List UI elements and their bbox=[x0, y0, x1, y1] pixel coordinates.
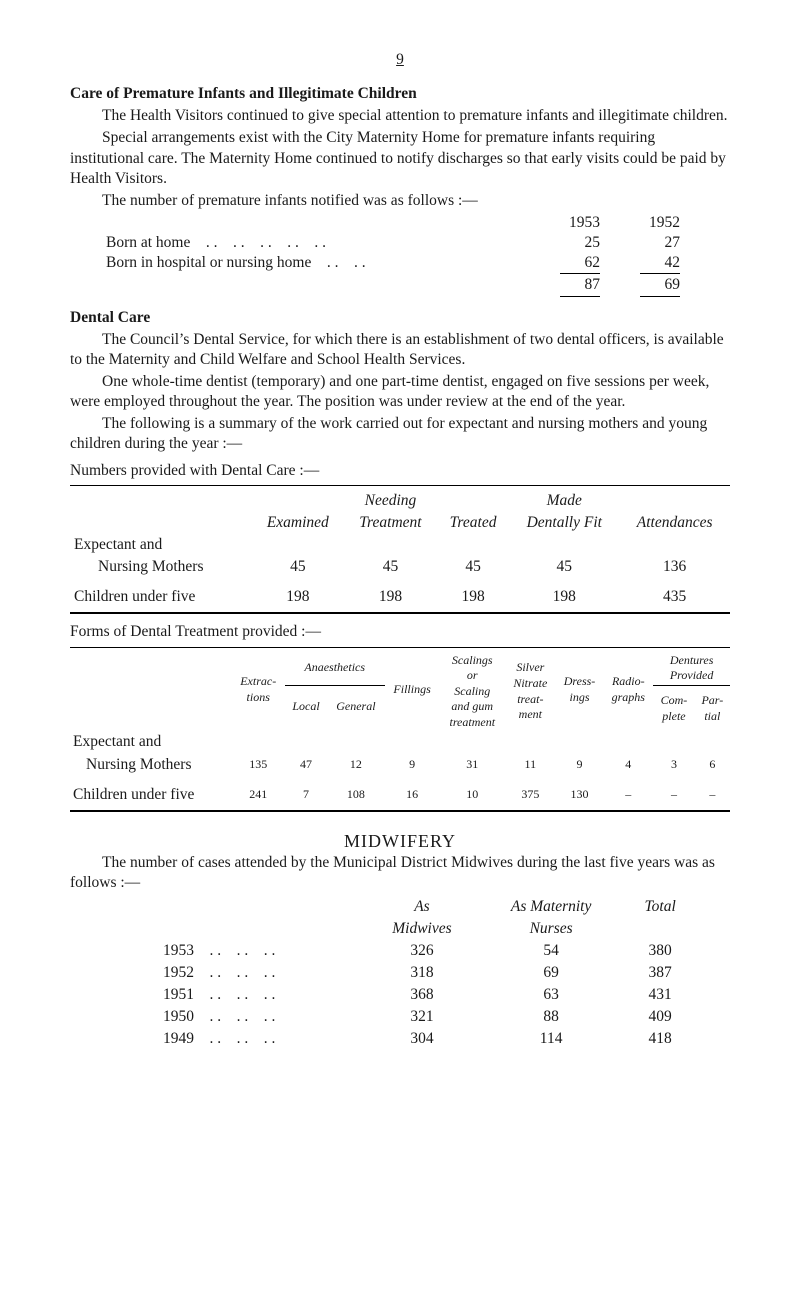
cell: 42 bbox=[640, 253, 680, 273]
section-2-heading: Dental Care bbox=[70, 308, 730, 328]
total-1953: 87 bbox=[560, 275, 600, 295]
dental-forms-table: Extrac-tions Anaesthetics Fillings Scali… bbox=[70, 652, 730, 806]
table-row: 1949 . . . . . . 304 114 418 bbox=[103, 1028, 697, 1050]
page-number: 9 bbox=[70, 50, 730, 70]
th-anaesthetics: Anaesthetics bbox=[285, 652, 385, 686]
th-fillings: Fillings bbox=[385, 652, 440, 729]
table-row: Nursing Mothers 135 47 12 9 31 11 9 4 3 … bbox=[70, 754, 730, 776]
section-1-p3: The number of premature infants notified… bbox=[70, 191, 730, 211]
th-partial: Par-tial bbox=[695, 685, 730, 731]
year-1952: 1952 bbox=[640, 213, 680, 233]
th-treated: Treated bbox=[437, 512, 509, 534]
total-1952: 69 bbox=[640, 275, 680, 295]
th-complete: Com-plete bbox=[653, 685, 694, 731]
table-row: Nursing Mothers 45 45 45 45 136 bbox=[70, 556, 730, 578]
th-local: Local bbox=[285, 685, 327, 728]
table-row: 1951 . . . . . . 368 63 431 bbox=[103, 984, 697, 1006]
midwifery-p1: The number of cases attended by the Muni… bbox=[70, 853, 730, 893]
section-2-p3: The following is a summary of the work c… bbox=[70, 414, 730, 454]
cell: 62 bbox=[560, 253, 600, 273]
th-examined: Examined bbox=[252, 512, 344, 534]
th-attendances: Attendances bbox=[619, 512, 730, 534]
th-radiographs: Radio-graphs bbox=[603, 652, 653, 729]
section-1-p2: Special arrangements exist with the City… bbox=[70, 128, 730, 188]
row-group-expectant: Expectant and bbox=[70, 731, 730, 753]
row-born-hospital: Born in hospital or nursing home . . . . bbox=[106, 253, 520, 273]
table-row: Children under five 241 7 108 16 10 375 … bbox=[70, 784, 730, 806]
dental-care-caption1: Numbers provided with Dental Care :— bbox=[70, 461, 730, 481]
table-row: 1952 . . . . . . 318 69 387 bbox=[103, 962, 697, 984]
row-group-expectant: Expectant and bbox=[70, 534, 730, 556]
th-general: General bbox=[327, 685, 384, 728]
th-needing: Needing bbox=[344, 490, 437, 512]
section-2-p2: One whole-time dentist (temporary) and o… bbox=[70, 372, 730, 412]
row-born-home: Born at home . . . . . . . . . . bbox=[106, 233, 520, 253]
midwifery-heading: MIDWIFERY bbox=[70, 830, 730, 853]
th-treatment: Treatment bbox=[344, 512, 437, 534]
th-silver: SilverNitratetreat-ment bbox=[505, 652, 556, 732]
th-dressings: Dress-ings bbox=[556, 652, 604, 729]
dental-care-table: Needing Made Examined Treatment Treated … bbox=[70, 490, 730, 609]
table-row: 1950 . . . . . . 321 88 409 bbox=[103, 1006, 697, 1028]
section-1-heading: Care of Premature Infants and Illegitima… bbox=[70, 84, 730, 104]
cell: 25 bbox=[560, 233, 600, 253]
midwifery-table: As As Maternity Total Midwives Nurses 19… bbox=[103, 896, 697, 1051]
th-total: Total bbox=[623, 896, 697, 918]
th-midwives: Midwives bbox=[365, 918, 479, 940]
th-dentally-fit: Dentally Fit bbox=[509, 512, 619, 534]
dental-forms-caption: Forms of Dental Treatment provided :— bbox=[70, 622, 730, 642]
th-as-maternity: As Maternity bbox=[479, 896, 623, 918]
th-dentures: DenturesProvided bbox=[653, 652, 730, 686]
th-extractions: Extrac-tions bbox=[232, 652, 285, 729]
section-2-p1: The Council’s Dental Service, for which … bbox=[70, 330, 730, 370]
th-nurses: Nurses bbox=[479, 918, 623, 940]
th-scalings: ScalingsorScalingand gumtreatment bbox=[440, 652, 505, 732]
section-1-p1: The Health Visitors continued to give sp… bbox=[70, 106, 730, 126]
year-1953: 1953 bbox=[560, 213, 600, 233]
table-row: Children under five 198 198 198 198 435 bbox=[70, 586, 730, 608]
premature-table: 1953 1952 Born at home . . . . . . . . .… bbox=[106, 213, 680, 298]
th-made: Made bbox=[509, 490, 619, 512]
th-as: As bbox=[365, 896, 479, 918]
cell: 27 bbox=[640, 233, 680, 253]
table-row: 1953 . . . . . . 326 54 380 bbox=[103, 940, 697, 962]
